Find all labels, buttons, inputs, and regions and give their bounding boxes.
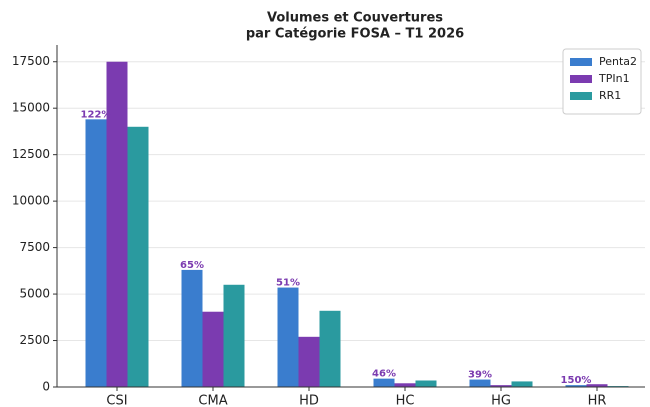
legend-label: RR1 [599,89,621,102]
x-tick-label: HR [588,394,607,407]
annotation: 150% [561,375,592,386]
y-tick-label: 12500 [12,147,50,161]
bar [202,311,224,387]
legend-swatch [570,75,592,83]
bar [394,383,416,387]
chart-title: Volumes et Couvertures [267,11,443,26]
legend-swatch [570,92,592,100]
bar [127,126,149,388]
bar [373,378,395,387]
bar [511,381,533,387]
x-tick-label: CSI [106,394,127,407]
bar [469,379,491,387]
annotation: 39% [468,370,492,381]
annotation: 46% [372,369,396,380]
y-tick-label: 7500 [19,240,50,254]
legend-label: Penta2 [599,55,637,68]
y-tick-label: 2500 [19,333,50,347]
x-tick-label: HD [299,394,319,407]
bar [586,384,608,387]
bar [319,310,341,387]
bar [415,380,437,387]
x-tick-label: HG [491,394,511,407]
bar [181,269,203,387]
x-tick-label: HC [396,394,415,407]
y-tick-label: 17500 [12,54,50,68]
y-tick-label: 5000 [19,287,50,301]
x-tick-label: CMA [198,394,227,407]
bar [277,287,299,387]
bar [565,385,587,387]
legend-label: TPIn1 [598,72,630,85]
bar [490,385,512,387]
annotation: 122% [81,109,112,120]
bar [85,119,107,387]
chart-title: par Catégorie FOSA – T1 2026 [246,27,464,42]
annotation: 65% [180,260,204,271]
annotation: 51% [276,278,300,289]
bar [298,336,320,387]
y-tick-label: 15000 [12,101,50,115]
y-tick-label: 0 [42,380,50,394]
bar [106,61,128,387]
legend-swatch [570,58,592,66]
bar [223,284,245,387]
y-tick-label: 10000 [12,194,50,208]
